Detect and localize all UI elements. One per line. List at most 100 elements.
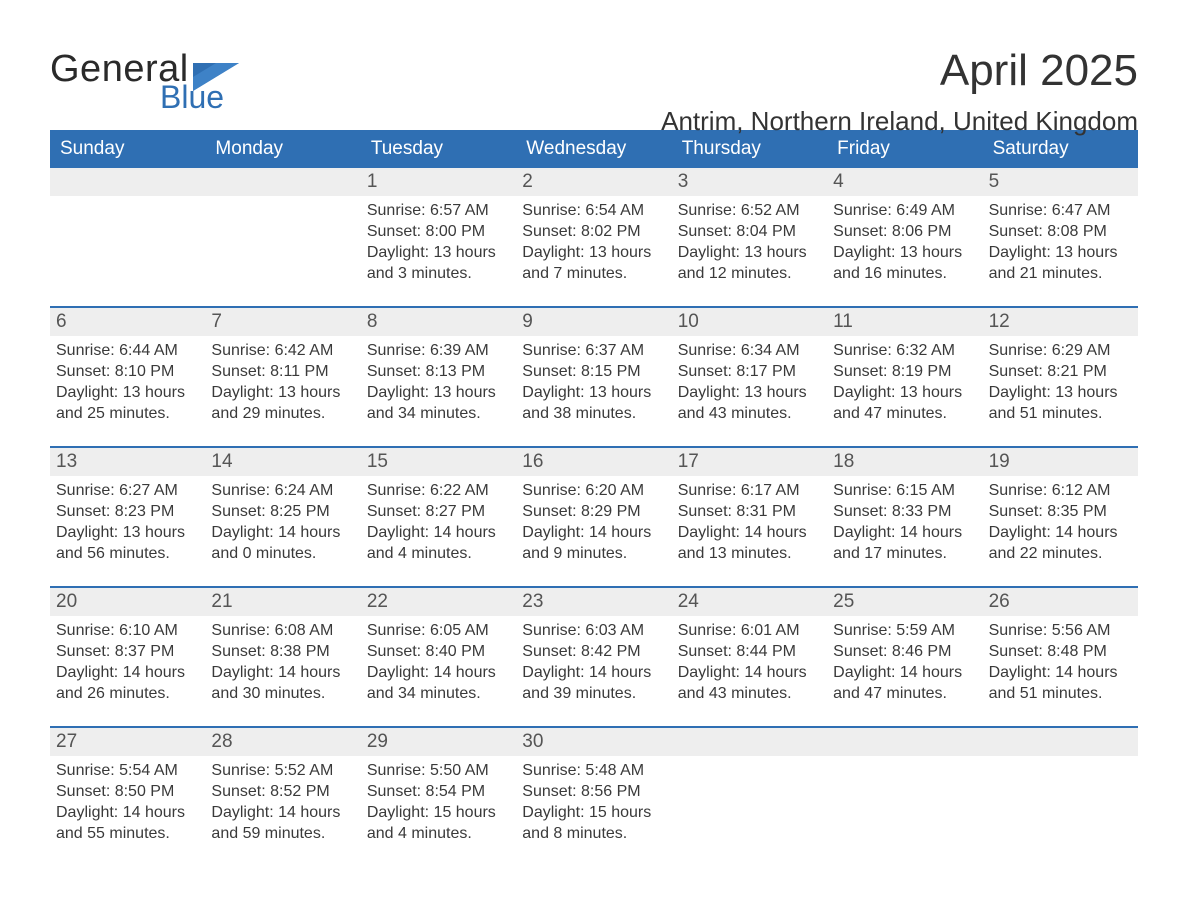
day-cell: Sunrise: 6:03 AMSunset: 8:42 PMDaylight:…	[516, 616, 671, 716]
daylight-text: Daylight: 14 hours	[522, 522, 661, 543]
day-number	[50, 168, 205, 196]
day-number: 21	[205, 588, 360, 616]
daylight-text: and 25 minutes.	[56, 403, 195, 424]
sunset-text: Sunset: 8:29 PM	[522, 501, 661, 522]
day-cell: Sunrise: 6:01 AMSunset: 8:44 PMDaylight:…	[672, 616, 827, 716]
daylight-text: and 34 minutes.	[367, 403, 506, 424]
sunset-text: Sunset: 8:52 PM	[211, 781, 350, 802]
daylight-text: Daylight: 14 hours	[56, 662, 195, 683]
daylight-text: Daylight: 15 hours	[522, 802, 661, 823]
day-number: 29	[361, 728, 516, 756]
daylight-text: Daylight: 14 hours	[211, 802, 350, 823]
sunset-text: Sunset: 8:37 PM	[56, 641, 195, 662]
day-number	[205, 168, 360, 196]
day-number: 10	[672, 308, 827, 336]
daylight-text: Daylight: 14 hours	[56, 802, 195, 823]
day-number: 23	[516, 588, 671, 616]
day-cell: Sunrise: 5:54 AMSunset: 8:50 PMDaylight:…	[50, 756, 205, 856]
weekday-header: Wednesday	[516, 130, 671, 168]
sunrise-text: Sunrise: 6:54 AM	[522, 200, 661, 221]
day-number: 18	[827, 448, 982, 476]
day-number: 2	[516, 168, 671, 196]
day-cell: Sunrise: 5:56 AMSunset: 8:48 PMDaylight:…	[983, 616, 1138, 716]
sunset-text: Sunset: 8:44 PM	[678, 641, 817, 662]
sunrise-text: Sunrise: 6:08 AM	[211, 620, 350, 641]
weekday-header: Sunday	[50, 130, 205, 168]
weekday-header: Tuesday	[361, 130, 516, 168]
daylight-text: Daylight: 14 hours	[989, 662, 1128, 683]
day-number: 27	[50, 728, 205, 756]
day-cell	[672, 756, 827, 856]
daylight-text: Daylight: 14 hours	[522, 662, 661, 683]
daylight-text: Daylight: 14 hours	[367, 522, 506, 543]
sunset-text: Sunset: 8:56 PM	[522, 781, 661, 802]
calendar-week: 20212223242526Sunrise: 6:10 AMSunset: 8:…	[50, 586, 1138, 716]
day-number: 5	[983, 168, 1138, 196]
sunrise-text: Sunrise: 6:49 AM	[833, 200, 972, 221]
day-number: 16	[516, 448, 671, 476]
sunset-text: Sunset: 8:02 PM	[522, 221, 661, 242]
daylight-text: and 29 minutes.	[211, 403, 350, 424]
sunrise-text: Sunrise: 6:01 AM	[678, 620, 817, 641]
daylight-text: Daylight: 14 hours	[989, 522, 1128, 543]
day-number: 30	[516, 728, 671, 756]
sunrise-text: Sunrise: 6:24 AM	[211, 480, 350, 501]
daylight-text: and 56 minutes.	[56, 543, 195, 564]
sunrise-text: Sunrise: 6:22 AM	[367, 480, 506, 501]
day-number: 8	[361, 308, 516, 336]
day-number: 13	[50, 448, 205, 476]
title-block: April 2025 Antrim, Northern Ireland, Uni…	[661, 46, 1138, 137]
sunset-text: Sunset: 8:46 PM	[833, 641, 972, 662]
day-number: 9	[516, 308, 671, 336]
day-number: 17	[672, 448, 827, 476]
sunrise-text: Sunrise: 6:10 AM	[56, 620, 195, 641]
daylight-text: Daylight: 13 hours	[833, 382, 972, 403]
sunrise-text: Sunrise: 6:20 AM	[522, 480, 661, 501]
sunset-text: Sunset: 8:40 PM	[367, 641, 506, 662]
day-cell: Sunrise: 6:57 AMSunset: 8:00 PMDaylight:…	[361, 196, 516, 296]
day-cell: Sunrise: 6:37 AMSunset: 8:15 PMDaylight:…	[516, 336, 671, 436]
daylight-text: and 9 minutes.	[522, 543, 661, 564]
day-number: 6	[50, 308, 205, 336]
sunset-text: Sunset: 8:13 PM	[367, 361, 506, 382]
sunrise-text: Sunrise: 6:03 AM	[522, 620, 661, 641]
daylight-text: Daylight: 13 hours	[367, 382, 506, 403]
sunset-text: Sunset: 8:23 PM	[56, 501, 195, 522]
day-number: 11	[827, 308, 982, 336]
day-number: 25	[827, 588, 982, 616]
day-number: 28	[205, 728, 360, 756]
daylight-text: Daylight: 14 hours	[211, 522, 350, 543]
day-cell: Sunrise: 6:15 AMSunset: 8:33 PMDaylight:…	[827, 476, 982, 576]
day-number	[672, 728, 827, 756]
sunset-text: Sunset: 8:48 PM	[989, 641, 1128, 662]
sunset-text: Sunset: 8:00 PM	[367, 221, 506, 242]
sunrise-text: Sunrise: 5:59 AM	[833, 620, 972, 641]
day-cell: Sunrise: 6:42 AMSunset: 8:11 PMDaylight:…	[205, 336, 360, 436]
sunrise-text: Sunrise: 5:52 AM	[211, 760, 350, 781]
sunrise-text: Sunrise: 5:48 AM	[522, 760, 661, 781]
header: General Blue April 2025 Antrim, Northern…	[50, 48, 1138, 116]
day-cell: Sunrise: 6:22 AMSunset: 8:27 PMDaylight:…	[361, 476, 516, 576]
day-number: 12	[983, 308, 1138, 336]
day-cell: Sunrise: 5:50 AMSunset: 8:54 PMDaylight:…	[361, 756, 516, 856]
daylight-text: and 3 minutes.	[367, 263, 506, 284]
sunrise-text: Sunrise: 6:47 AM	[989, 200, 1128, 221]
sunset-text: Sunset: 8:08 PM	[989, 221, 1128, 242]
calendar-week: 6789101112Sunrise: 6:44 AMSunset: 8:10 P…	[50, 306, 1138, 436]
sunrise-text: Sunrise: 6:29 AM	[989, 340, 1128, 361]
logo: General Blue	[50, 48, 239, 116]
day-number-row: 13141516171819	[50, 448, 1138, 476]
daylight-text: Daylight: 13 hours	[989, 382, 1128, 403]
daylight-text: Daylight: 14 hours	[211, 662, 350, 683]
daylight-text: and 39 minutes.	[522, 683, 661, 704]
sunrise-text: Sunrise: 6:52 AM	[678, 200, 817, 221]
sunset-text: Sunset: 8:25 PM	[211, 501, 350, 522]
daylight-text: and 7 minutes.	[522, 263, 661, 284]
day-number: 22	[361, 588, 516, 616]
daylight-text: Daylight: 13 hours	[833, 242, 972, 263]
day-cell: Sunrise: 6:29 AMSunset: 8:21 PMDaylight:…	[983, 336, 1138, 436]
day-number: 14	[205, 448, 360, 476]
sunrise-text: Sunrise: 5:54 AM	[56, 760, 195, 781]
calendar-week: 13141516171819Sunrise: 6:27 AMSunset: 8:…	[50, 446, 1138, 576]
sunset-text: Sunset: 8:38 PM	[211, 641, 350, 662]
